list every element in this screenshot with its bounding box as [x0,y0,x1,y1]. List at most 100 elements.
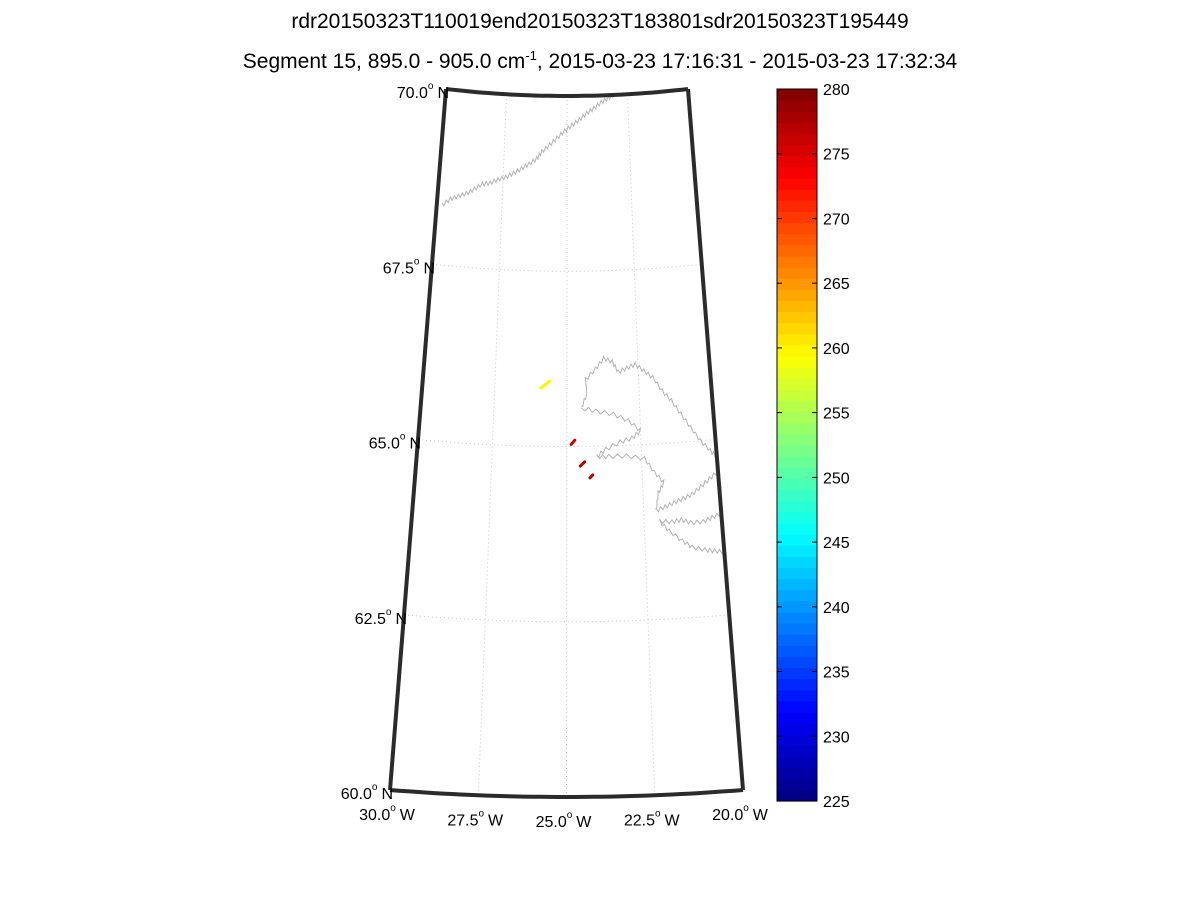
colorbar-segment-60 [777,122,817,135]
colorbar-segment-54 [777,189,817,201]
observation-swath-3 [588,473,595,480]
colorbar-segment-35 [777,400,817,413]
parallel-line-1 [431,263,702,272]
colorbar-segment-43 [777,311,817,324]
parallel-line-2 [417,439,716,447]
title-line-2-suffix: , 2015-03-23 17:16:31 - 2015-03-23 17:32… [536,50,958,73]
colorbar-segment-12 [777,656,817,669]
frame-left [388,88,448,791]
colorbar-segment-14 [777,634,817,646]
colorbar-segment-6 [777,723,817,735]
colorbar-tick-label-2: 235 [823,665,850,682]
meridian-line-3 [627,94,656,796]
colorbar-segment-52 [777,211,817,224]
lon-label-3: 22.5o W [624,808,681,829]
colorbar-tick-label-10: 275 [823,147,850,164]
colorbar-segment-19 [777,578,817,591]
colorbar-segment-27 [777,489,817,502]
lat-label-4: 60.0o N [341,782,393,803]
colorbar-segment-34 [777,411,817,424]
colorbar-segment-0 [777,789,817,802]
colorbar-segment-58 [777,144,817,157]
colorbar-tick-label-9: 270 [823,212,850,229]
colorbar-segment-20 [777,567,817,580]
colorbar-tick-label-4: 245 [823,535,850,552]
colorbar-segment-44 [777,300,817,313]
colorbar-segment-16 [777,611,817,624]
meridian-line-1 [477,94,507,796]
observation-swath-1 [569,438,577,446]
lon-label-2: 25.0o W [536,810,593,831]
colorbar-tick-label-7: 260 [823,341,850,358]
colorbar-segment-28 [777,478,817,491]
colorbar-segment-37 [777,378,817,390]
colorbar-segment-8 [777,700,817,713]
colorbar-segment-40 [777,344,817,357]
colorbar-segment-48 [777,255,817,268]
colorbar-segment-29 [777,467,817,479]
lat-label-0: 70.0o N [397,81,449,102]
colorbar-segment-59 [777,133,817,146]
colorbar-segment-62 [777,100,817,112]
longitude-labels: 30.0o W 27.5o W 25.0o W 22.5o W 20.0o W [359,803,769,831]
colorbar-segment-32 [777,433,817,446]
frame-bottom [389,788,744,799]
coastline [441,92,725,555]
greenland-coastline [441,92,615,207]
colorbar-tick-label-5: 250 [823,470,850,487]
lat-label-3: 62.5o N [355,607,407,628]
colorbar-segment-63 [777,89,817,101]
colorbar-segment-11 [777,667,817,680]
iceland-westfjords-coastline [581,354,718,459]
colorbar-segment-18 [777,589,817,602]
colorbar-segment-24 [777,522,817,535]
colorbar-segment-25 [777,511,817,524]
colorbar-tick-label-0: 225 [823,794,850,811]
map-frame [388,87,745,799]
observations [539,379,595,480]
colorbar-tick-label-11: 280 [823,82,850,99]
colorbar-segment-4 [777,745,817,758]
graticule [403,94,730,798]
colorbar-segment-22 [777,545,817,557]
colorbar-segment-42 [777,322,817,335]
colorbar-segment-7 [777,712,817,724]
colorbar-segment-38 [777,367,817,379]
colorbar-segment-23 [777,534,817,546]
observation-swath-2 [578,460,587,468]
colorbar-segment-55 [777,178,817,190]
observation-swath-0 [539,379,552,390]
colorbar-segment-47 [777,267,817,279]
lon-label-1: 27.5o W [447,808,504,829]
colorbar-segment-30 [777,456,817,468]
frame-top [445,87,689,98]
colorbar-segment-17 [777,600,817,613]
colorbar-segment-53 [777,200,817,212]
colorbar-segment-13 [777,645,817,657]
colorbar-segment-51 [777,222,817,235]
frame-right [686,88,745,791]
colorbar-segment-10 [777,678,817,691]
colorbar-tick-label-3: 240 [823,600,850,617]
colorbar-tick-label-1: 230 [823,729,850,746]
colorbar-segment-46 [777,278,817,290]
lon-label-4: 20.0o W [712,803,769,824]
lat-label-1: 67.5o N [383,256,435,277]
colorbar-segment-56 [777,166,817,179]
lon-label-0: 30.0o W [359,803,416,824]
colorbar-segment-45 [777,289,817,301]
colorbar: 225 230 235 240 245 250 255 260 265 270 275 280 [776,82,850,811]
iceland-southwest-coastline [659,510,725,555]
title-line-2: Segment 15, 895.0 - 905.0 cm-1, 2015-03-… [0,48,1200,74]
colorbar-segment-15 [777,623,817,635]
colorbar-segment-41 [777,333,817,346]
colorbar-segment-50 [777,233,817,246]
colorbar-segment-61 [777,111,817,123]
latitude-labels: 70.0o N 67.5o N 65.0o N 62.5o N 60.0o N [341,81,449,803]
colorbar-tick-label-6: 255 [823,406,850,423]
colorbar-segment-2 [777,767,817,780]
colorbar-segment-36 [777,389,817,402]
colorbar-segment-21 [777,556,817,568]
colorbar-segment-5 [777,734,817,746]
